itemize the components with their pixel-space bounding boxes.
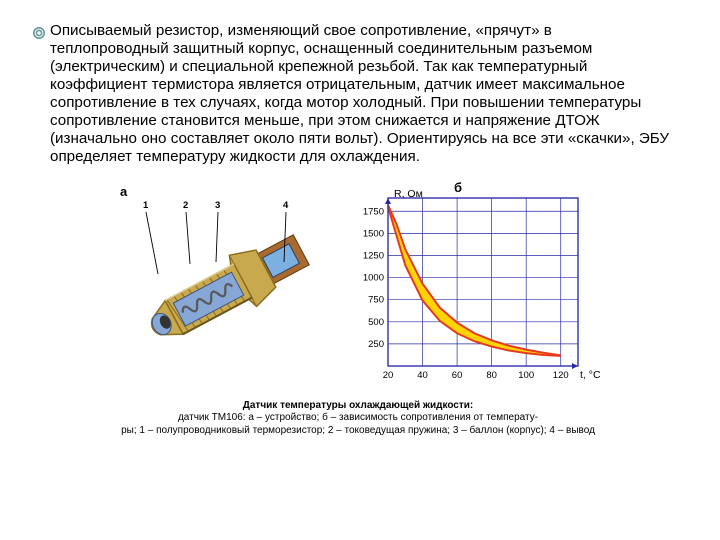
svg-text:120: 120 — [553, 370, 569, 381]
bullet-icon — [32, 26, 46, 40]
slide: Описываемый резистор, изменяющий свое со… — [0, 0, 720, 540]
svg-text:R, Ом: R, Ом — [394, 188, 423, 200]
svg-text:20: 20 — [383, 370, 394, 381]
svg-text:1500: 1500 — [363, 228, 384, 239]
bullet-row: Описываемый резистор, изменяющий свое со… — [58, 22, 672, 166]
svg-text:1250: 1250 — [363, 250, 384, 261]
svg-text:500: 500 — [368, 316, 384, 327]
resistance-chart: 20 40 60 80 100 120 250 500 750 1000 1250 1500 1750 R… — [346, 184, 606, 394]
figure: а 1234 б 2040608010012025050075010001250… — [98, 184, 618, 438]
svg-text:3: 3 — [215, 200, 220, 211]
svg-text:4: 4 — [283, 200, 289, 211]
svg-text:1000: 1000 — [363, 272, 384, 283]
panel-b-label: б — [454, 180, 462, 195]
caption-line3: ры; 1 – полупроводниковый терморезистор;… — [121, 425, 595, 436]
body-text: Описываемый резистор, изменяющий свое со… — [50, 22, 672, 166]
svg-text:2: 2 — [183, 200, 188, 211]
caption-line2: датчик ТМ106: а – устройство; б – зависи… — [178, 412, 538, 423]
bullet-marker — [32, 26, 50, 40]
svg-text:40: 40 — [417, 370, 428, 381]
panel-a-label: а — [120, 184, 127, 199]
svg-text:t, °C: t, °C — [580, 369, 601, 381]
sensor-cutaway: 1 2 3 4 — [98, 184, 328, 384]
svg-text:750: 750 — [368, 294, 384, 305]
svg-text:1750: 1750 — [363, 206, 384, 217]
svg-text:80: 80 — [486, 370, 497, 381]
svg-text:1: 1 — [143, 200, 149, 211]
svg-text:60: 60 — [452, 370, 463, 381]
svg-text:250: 250 — [368, 338, 384, 349]
svg-text:100: 100 — [518, 370, 534, 381]
figure-caption: Датчик температуры охлаждающей жидкости:… — [98, 400, 618, 438]
panel-a: а 1 2 3 4 — [98, 184, 328, 384]
caption-title: Датчик температуры охлаждающей жидкости: — [243, 400, 474, 411]
panel-b: б 20406080100120250500750100012501500175… — [346, 184, 606, 394]
